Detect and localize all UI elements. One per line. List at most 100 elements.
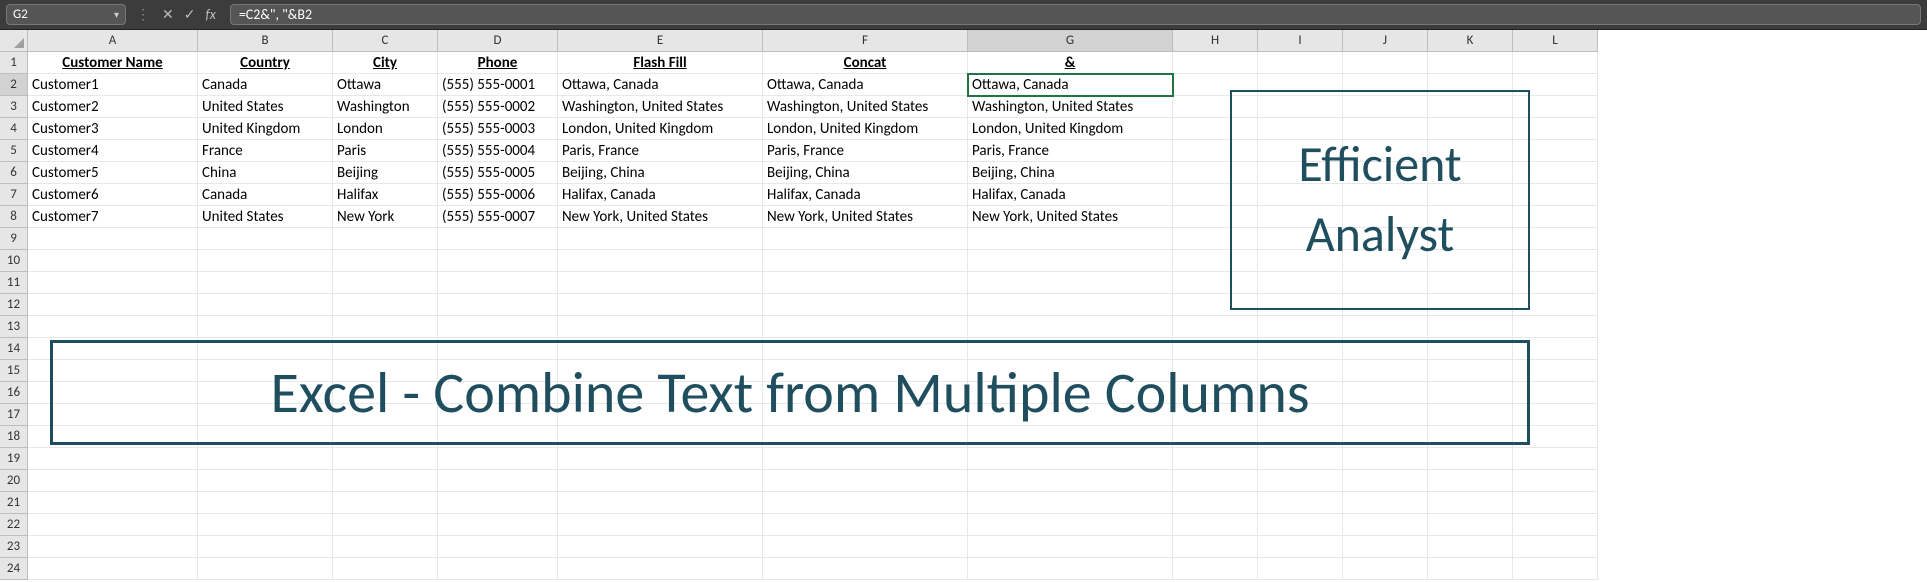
cell-G21[interactable] <box>968 492 1173 514</box>
cell-E19[interactable] <box>558 448 763 470</box>
cell-A1[interactable]: Customer Name <box>28 52 198 74</box>
row-header-10[interactable]: 10 <box>0 250 28 272</box>
cell-A23[interactable] <box>28 536 198 558</box>
cell-F8[interactable]: New York, United States <box>763 206 968 228</box>
row-header-9[interactable]: 9 <box>0 228 28 250</box>
cell-F1[interactable]: Concat <box>763 52 968 74</box>
row-header-6[interactable]: 6 <box>0 162 28 184</box>
cell-E7[interactable]: Halifax, Canada <box>558 184 763 206</box>
cell-B4[interactable]: United Kingdom <box>198 118 333 140</box>
cell-G23[interactable] <box>968 536 1173 558</box>
column-header-K[interactable]: K <box>1428 30 1513 52</box>
cell-E2[interactable]: Ottawa, Canada <box>558 74 763 96</box>
cell-C22[interactable] <box>333 514 438 536</box>
cell-F7[interactable]: Halifax, Canada <box>763 184 968 206</box>
cell-G12[interactable] <box>968 294 1173 316</box>
cell-D2[interactable]: (555) 555-0001 <box>438 74 558 96</box>
cell-G11[interactable] <box>968 272 1173 294</box>
row-header-19[interactable]: 19 <box>0 448 28 470</box>
cell-D3[interactable]: (555) 555-0002 <box>438 96 558 118</box>
row-header-1[interactable]: 1 <box>0 52 28 74</box>
cell-C21[interactable] <box>333 492 438 514</box>
cell-I22[interactable] <box>1258 514 1343 536</box>
row-header-7[interactable]: 7 <box>0 184 28 206</box>
cell-G20[interactable] <box>968 470 1173 492</box>
column-header-A[interactable]: A <box>28 30 198 52</box>
cell-A19[interactable] <box>28 448 198 470</box>
cell-H20[interactable] <box>1173 470 1258 492</box>
cell-D11[interactable] <box>438 272 558 294</box>
formula-input[interactable]: =C2&", "&B2 <box>230 4 1921 25</box>
cell-D22[interactable] <box>438 514 558 536</box>
cell-A10[interactable] <box>28 250 198 272</box>
cell-C12[interactable] <box>333 294 438 316</box>
cell-A9[interactable] <box>28 228 198 250</box>
cell-C6[interactable]: Beijing <box>333 162 438 184</box>
cell-B22[interactable] <box>198 514 333 536</box>
cell-B24[interactable] <box>198 558 333 580</box>
cell-E9[interactable] <box>558 228 763 250</box>
cell-F21[interactable] <box>763 492 968 514</box>
cell-B10[interactable] <box>198 250 333 272</box>
row-header-15[interactable]: 15 <box>0 360 28 382</box>
cell-E12[interactable] <box>558 294 763 316</box>
cell-L13[interactable] <box>1513 316 1598 338</box>
cell-G7[interactable]: Halifax, Canada <box>968 184 1173 206</box>
cell-K1[interactable] <box>1428 52 1513 74</box>
cell-F6[interactable]: Beijing, China <box>763 162 968 184</box>
cell-A7[interactable]: Customer6 <box>28 184 198 206</box>
cell-H22[interactable] <box>1173 514 1258 536</box>
cell-D12[interactable] <box>438 294 558 316</box>
cell-G4[interactable]: London, United Kingdom <box>968 118 1173 140</box>
cell-G1[interactable]: & <box>968 52 1173 74</box>
cell-B9[interactable] <box>198 228 333 250</box>
cell-B2[interactable]: Canada <box>198 74 333 96</box>
cell-F12[interactable] <box>763 294 968 316</box>
cell-J19[interactable] <box>1343 448 1428 470</box>
cell-D21[interactable] <box>438 492 558 514</box>
cell-J24[interactable] <box>1343 558 1428 580</box>
row-header-3[interactable]: 3 <box>0 96 28 118</box>
cell-C9[interactable] <box>333 228 438 250</box>
cell-K22[interactable] <box>1428 514 1513 536</box>
cell-C2[interactable]: Ottawa <box>333 74 438 96</box>
cell-H23[interactable] <box>1173 536 1258 558</box>
cell-A13[interactable] <box>28 316 198 338</box>
cell-H19[interactable] <box>1173 448 1258 470</box>
cell-B20[interactable] <box>198 470 333 492</box>
cell-A2[interactable]: Customer1 <box>28 74 198 96</box>
cell-J20[interactable] <box>1343 470 1428 492</box>
cell-C13[interactable] <box>333 316 438 338</box>
cell-G5[interactable]: Paris, France <box>968 140 1173 162</box>
cell-D4[interactable]: (555) 555-0003 <box>438 118 558 140</box>
cell-L24[interactable] <box>1513 558 1598 580</box>
cell-J23[interactable] <box>1343 536 1428 558</box>
cell-F24[interactable] <box>763 558 968 580</box>
cell-E1[interactable]: Flash Fill <box>558 52 763 74</box>
cell-J22[interactable] <box>1343 514 1428 536</box>
row-header-14[interactable]: 14 <box>0 338 28 360</box>
row-header-16[interactable]: 16 <box>0 382 28 404</box>
row-header-4[interactable]: 4 <box>0 118 28 140</box>
column-header-G[interactable]: G <box>968 30 1173 52</box>
chevron-down-icon[interactable]: ▾ <box>114 8 119 21</box>
cell-A12[interactable] <box>28 294 198 316</box>
cell-D10[interactable] <box>438 250 558 272</box>
cell-H21[interactable] <box>1173 492 1258 514</box>
cell-L19[interactable] <box>1513 448 1598 470</box>
cell-C1[interactable]: City <box>333 52 438 74</box>
cell-F19[interactable] <box>763 448 968 470</box>
cell-G22[interactable] <box>968 514 1173 536</box>
cell-J13[interactable] <box>1343 316 1428 338</box>
cell-E11[interactable] <box>558 272 763 294</box>
cell-I24[interactable] <box>1258 558 1343 580</box>
column-header-C[interactable]: C <box>333 30 438 52</box>
column-header-D[interactable]: D <box>438 30 558 52</box>
cell-I1[interactable] <box>1258 52 1343 74</box>
cell-C11[interactable] <box>333 272 438 294</box>
cell-A20[interactable] <box>28 470 198 492</box>
cell-J1[interactable] <box>1343 52 1428 74</box>
cell-K21[interactable] <box>1428 492 1513 514</box>
cell-F20[interactable] <box>763 470 968 492</box>
column-header-B[interactable]: B <box>198 30 333 52</box>
